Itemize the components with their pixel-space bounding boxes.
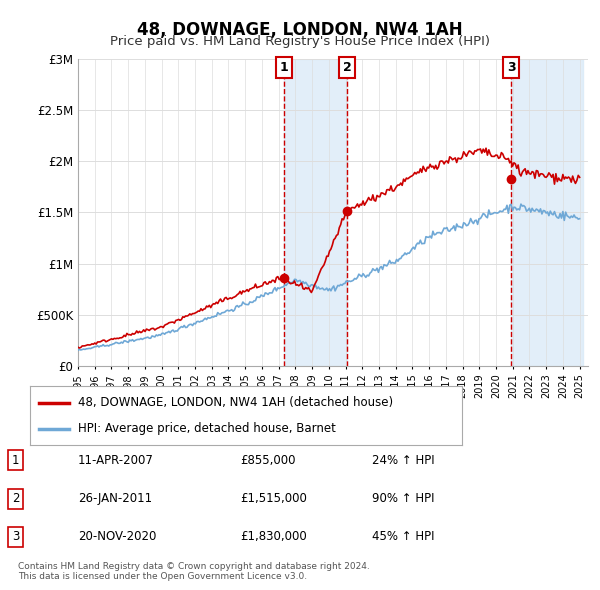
Text: 90% ↑ HPI: 90% ↑ HPI — [372, 492, 434, 505]
Bar — [284, 59, 347, 366]
Text: 11-APR-2007: 11-APR-2007 — [78, 454, 154, 467]
Text: 3: 3 — [507, 61, 515, 74]
Text: 1: 1 — [280, 61, 289, 74]
Text: £1,830,000: £1,830,000 — [240, 530, 307, 543]
Text: HPI: Average price, detached house, Barnet: HPI: Average price, detached house, Barn… — [77, 422, 335, 435]
Text: 48, DOWNAGE, LONDON, NW4 1AH (detached house): 48, DOWNAGE, LONDON, NW4 1AH (detached h… — [77, 396, 392, 409]
Text: 2: 2 — [343, 61, 352, 74]
Text: £855,000: £855,000 — [240, 454, 296, 467]
Text: 24% ↑ HPI: 24% ↑ HPI — [372, 454, 434, 467]
Text: Contains HM Land Registry data © Crown copyright and database right 2024.
This d: Contains HM Land Registry data © Crown c… — [18, 562, 370, 581]
Text: 2: 2 — [12, 492, 19, 505]
Text: Price paid vs. HM Land Registry's House Price Index (HPI): Price paid vs. HM Land Registry's House … — [110, 35, 490, 48]
Bar — [511, 59, 583, 366]
Text: 1: 1 — [12, 454, 19, 467]
Text: 48, DOWNAGE, LONDON, NW4 1AH: 48, DOWNAGE, LONDON, NW4 1AH — [137, 21, 463, 39]
Text: 45% ↑ HPI: 45% ↑ HPI — [372, 530, 434, 543]
Text: £1,515,000: £1,515,000 — [240, 492, 307, 505]
Text: 20-NOV-2020: 20-NOV-2020 — [78, 530, 157, 543]
Text: 3: 3 — [12, 530, 19, 543]
Text: 26-JAN-2011: 26-JAN-2011 — [78, 492, 152, 505]
